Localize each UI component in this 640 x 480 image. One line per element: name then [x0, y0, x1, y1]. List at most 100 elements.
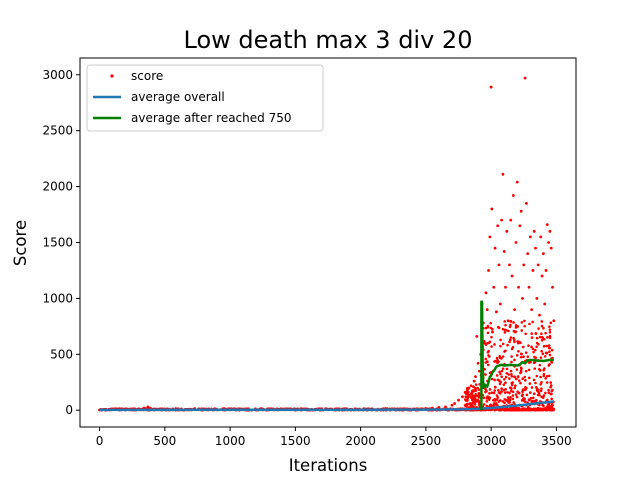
- score-point: [464, 395, 468, 399]
- score-point: [498, 370, 501, 374]
- score-point: [437, 406, 441, 409]
- score-point: [490, 377, 494, 381]
- score-point: [502, 408, 505, 411]
- score-point: [551, 388, 554, 392]
- score-point: [519, 341, 522, 345]
- score-point: [530, 308, 534, 311]
- score-point: [538, 363, 542, 367]
- score-point: [523, 388, 527, 392]
- score-point: [490, 345, 493, 348]
- score-point: [511, 194, 515, 197]
- score-point: [539, 235, 543, 239]
- score-point: [523, 408, 526, 412]
- score-point: [532, 229, 536, 233]
- score-point: [518, 224, 522, 228]
- score-point: [525, 201, 528, 205]
- score-point: [493, 389, 496, 392]
- score-point: [488, 388, 492, 391]
- score-point: [493, 408, 497, 412]
- score-point: [549, 381, 553, 384]
- score-point: [544, 377, 547, 380]
- score-point: [540, 407, 543, 411]
- score-point: [524, 386, 527, 389]
- score-point: [486, 325, 490, 329]
- score-point: [523, 324, 526, 328]
- score-point: [485, 360, 489, 363]
- score-point: [500, 218, 503, 222]
- score-point: [516, 375, 520, 379]
- score-point: [534, 381, 537, 385]
- score-point: [514, 384, 517, 387]
- score-point: [487, 355, 491, 358]
- score-point: [146, 405, 150, 409]
- score-point: [465, 404, 469, 408]
- score-point: [508, 391, 511, 395]
- score-point: [535, 389, 539, 392]
- score-point: [536, 408, 539, 412]
- score-point: [512, 408, 515, 412]
- score-point: [488, 340, 492, 344]
- score-point: [505, 367, 509, 371]
- score-point: [510, 360, 513, 364]
- score-point: [542, 394, 546, 397]
- score-point: [500, 369, 504, 373]
- score-point: [546, 398, 549, 402]
- score-point: [548, 328, 552, 331]
- score-point: [545, 223, 549, 227]
- score-point: [515, 180, 519, 184]
- plot-data-layer: [98, 76, 556, 412]
- x-axis-label: Iterations: [289, 456, 368, 475]
- score-point: [542, 344, 546, 348]
- score-point: [532, 392, 536, 396]
- score-point: [513, 358, 516, 362]
- legend: score average overall average after reac…: [86, 64, 324, 132]
- score-point: [509, 369, 513, 373]
- score-point: [528, 382, 532, 385]
- score-point: [523, 76, 527, 80]
- score-point: [547, 402, 551, 406]
- score-point: [513, 375, 516, 378]
- score-point: [515, 354, 519, 357]
- y-tick-label: 1500: [42, 236, 73, 250]
- score-point: [504, 349, 507, 353]
- score-point: [505, 408, 508, 412]
- score-point: [524, 369, 528, 373]
- score-point: [533, 348, 537, 352]
- score-point: [511, 397, 515, 401]
- score-point: [477, 388, 481, 391]
- score-point: [510, 387, 513, 390]
- score-point: [521, 297, 524, 300]
- score-point: [540, 387, 543, 390]
- score-point: [514, 377, 518, 381]
- score-point: [504, 329, 508, 332]
- score-point: [519, 355, 523, 359]
- score-point: [517, 285, 520, 289]
- score-point: [517, 379, 521, 382]
- score-point: [469, 384, 473, 388]
- score-point: [543, 408, 547, 412]
- score-point: [526, 355, 530, 358]
- score-point: [521, 377, 524, 380]
- score-point: [508, 398, 512, 402]
- score-point: [508, 340, 511, 344]
- score-point: [520, 329, 524, 332]
- score-point: [478, 369, 481, 373]
- score-point: [535, 341, 539, 345]
- x-tick-label: 3000: [476, 434, 507, 448]
- score-point: [544, 391, 547, 395]
- score-point: [535, 398, 538, 402]
- score-point: [511, 381, 514, 384]
- score-point: [531, 347, 535, 351]
- score-point: [544, 331, 547, 335]
- score-point: [516, 390, 519, 394]
- score-point: [501, 355, 505, 358]
- score-point: [548, 408, 552, 412]
- score-point: [474, 389, 477, 393]
- score-point: [495, 356, 499, 360]
- score-point: [520, 321, 524, 324]
- score-point: [471, 385, 475, 388]
- score-point: [530, 336, 534, 339]
- score-point: [499, 338, 502, 342]
- score-point: [545, 344, 549, 348]
- score-point: [512, 329, 516, 333]
